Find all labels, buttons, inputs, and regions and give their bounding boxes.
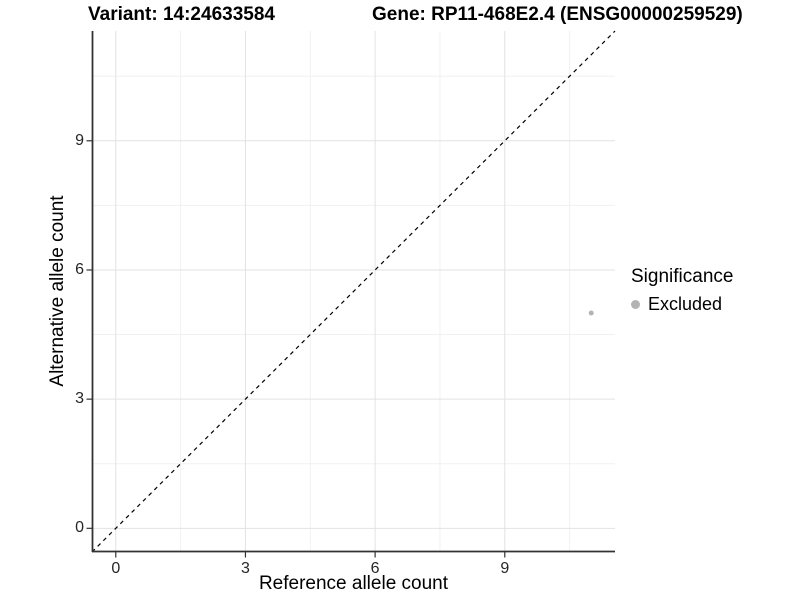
y-tick-label: 9 bbox=[75, 131, 84, 149]
x-axis-title: Reference allele count bbox=[258, 573, 449, 594]
legend-title: Significance bbox=[631, 266, 734, 287]
legend: Significance Excluded bbox=[631, 266, 733, 315]
x-tick-label: 3 bbox=[240, 560, 250, 577]
plot-panel bbox=[86, 30, 616, 558]
y-tick-label: 6 bbox=[75, 260, 84, 278]
data-point bbox=[588, 310, 594, 316]
x-tick-label: 6 bbox=[370, 560, 380, 577]
legend-item-label: Excluded bbox=[648, 294, 723, 314]
legend-point-icon bbox=[631, 300, 640, 309]
y-tick-label: 0 bbox=[75, 519, 84, 537]
identity-line bbox=[91, 30, 616, 553]
plot-title-variant: Variant: 14:24633584 bbox=[88, 4, 275, 25]
x-tick-label: 0 bbox=[111, 560, 121, 577]
y-tick-label: 3 bbox=[75, 390, 84, 408]
x-tick-label: 9 bbox=[500, 560, 510, 577]
legend-item-excluded: Excluded bbox=[631, 294, 733, 315]
plot-title-gene: Gene: RP11-468E2.4 (ENSG00000259529) bbox=[372, 4, 743, 25]
y-axis-title: Alternative allele count bbox=[47, 195, 68, 387]
